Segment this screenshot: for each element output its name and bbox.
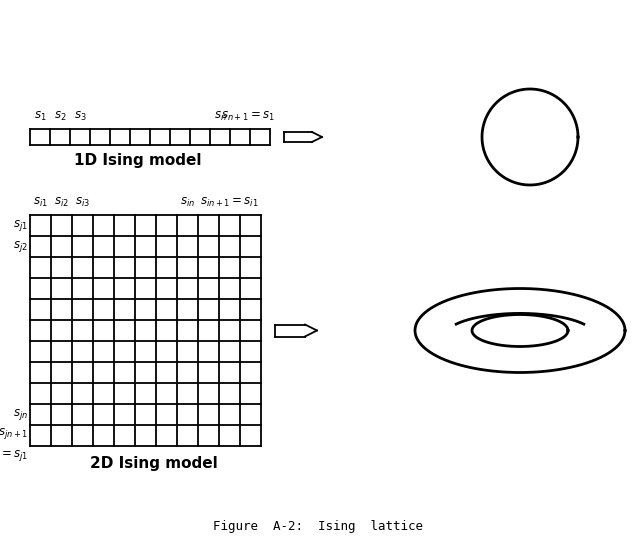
Text: $s_{i3}$: $s_{i3}$ — [75, 196, 90, 209]
Text: $= s_{j1}$: $= s_{j1}$ — [0, 448, 28, 463]
Text: $s_{j2}$: $s_{j2}$ — [13, 239, 28, 254]
Text: $s_{i1}$: $s_{i1}$ — [33, 196, 48, 209]
Text: $s_n$: $s_n$ — [214, 110, 226, 123]
Text: $s_1$: $s_1$ — [34, 110, 46, 123]
Text: $s_{n+1} = s_1$: $s_{n+1} = s_1$ — [221, 110, 275, 123]
Text: $s_{j1}$: $s_{j1}$ — [13, 218, 28, 233]
Text: $s_{jn+1}$: $s_{jn+1}$ — [0, 426, 28, 441]
Text: $s_3$: $s_3$ — [74, 110, 86, 123]
Text: $s_{i2}$: $s_{i2}$ — [54, 196, 69, 209]
Text: 1D Ising model: 1D Ising model — [74, 153, 202, 168]
Text: $s_{in+1} = s_{i1}$: $s_{in+1} = s_{i1}$ — [200, 196, 259, 209]
Text: $s_2$: $s_2$ — [53, 110, 66, 123]
Text: $s_{in}$: $s_{in}$ — [180, 196, 195, 209]
Text: $s_{jn}$: $s_{jn}$ — [13, 407, 28, 422]
Text: 2D Ising model: 2D Ising model — [90, 456, 218, 471]
Text: Figure  A-2:  Ising  lattice: Figure A-2: Ising lattice — [213, 520, 423, 533]
